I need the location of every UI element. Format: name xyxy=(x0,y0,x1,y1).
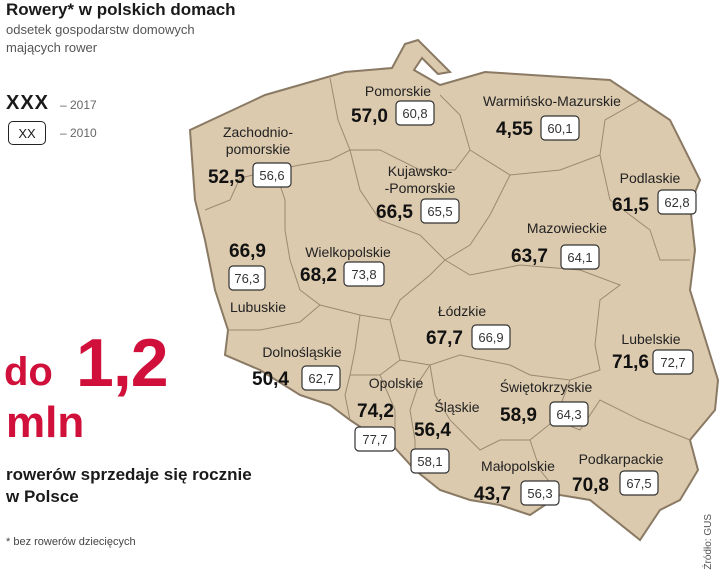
region-name-pomorskie: Pomorskie xyxy=(365,83,431,99)
region-value-2010-box-świętokrzyskie xyxy=(549,401,589,427)
region-value-2010-śląskie: 58,1 xyxy=(417,454,442,469)
region-value-2010-małopolskie: 56,3 xyxy=(527,486,552,501)
footnote: * bez rowerów dziecięcych xyxy=(6,536,136,548)
region-value-2017-zachodnio-pomorskie: 52,5 xyxy=(208,167,245,188)
region-value-2010-zachodnio-pomorskie: 56,6 xyxy=(259,168,284,183)
region-value-2010-warmińsko-mazurskie: 60,1 xyxy=(547,121,572,136)
region-value-2010-kujawsko-pomorskie: 65,5 xyxy=(427,204,452,219)
region-value-2010-opolskie: 77,7 xyxy=(362,432,387,447)
subtitle-line-2: mających rower xyxy=(6,40,98,55)
legend-2017-label: – 2017 xyxy=(60,98,97,112)
region-name-mazowieckie: Mazowieckie xyxy=(527,220,607,236)
region-value-2010-box-podlaskie xyxy=(657,189,697,215)
legend-2017-sample: XXX xyxy=(6,92,50,114)
highlight-number: 1,2 xyxy=(76,325,169,401)
region-value-2010-box-lubelskie xyxy=(652,349,694,375)
region-value-2017-małopolskie: 43,7 xyxy=(474,484,511,505)
region-name-kujawsko-pomorskie: Kujawsko- xyxy=(388,163,453,179)
region-value-2010-lubelskie: 72,7 xyxy=(660,355,685,370)
region-value-2010-box-małopolskie xyxy=(520,480,560,506)
region-value-2010-box-kujawsko-pomorskie xyxy=(420,198,460,224)
subtitle-line-1: odsetek gospodarstw domowych xyxy=(6,22,195,37)
region-value-2010-podkarpackie: 67,5 xyxy=(626,476,651,491)
region-value-2017-wielkopolskie: 68,2 xyxy=(300,265,337,286)
region-value-2017-warmińsko-mazurskie: 4,55 xyxy=(496,119,533,140)
region-value-2010-lubuskie: 76,3 xyxy=(234,271,259,286)
legend-2010-label: – 2010 xyxy=(60,126,97,140)
region-value-2010-box-łódzkie xyxy=(471,324,511,350)
highlight-text-line-2: w Polsce xyxy=(6,487,79,506)
region-value-2010-pomorskie: 60,8 xyxy=(402,106,427,121)
region-value-2017-kujawsko-pomorskie: 66,5 xyxy=(376,202,413,223)
region-value-2010-podlaskie: 62,8 xyxy=(664,195,689,210)
region-name-zachodnio-pomorskie: Zachodnio- xyxy=(223,124,293,140)
region-value-2010-box-pomorskie xyxy=(395,100,435,126)
region-value-2010-wielkopolskie: 73,8 xyxy=(351,267,376,282)
map-title: Rowery* w polskich domach xyxy=(6,0,236,19)
region-value-2010-box-lubuskie xyxy=(228,265,266,291)
region-value-2017-podlaskie: 61,5 xyxy=(612,195,649,216)
region-value-2010-box-zachodnio-pomorskie xyxy=(252,162,292,188)
region-value-2017-mazowieckie: 63,7 xyxy=(511,246,548,267)
region-value-2010-box-podkarpackie xyxy=(619,470,659,496)
region-name-śląskie: Śląskie xyxy=(434,398,479,415)
region-value-2010-box-dolnośląskie xyxy=(301,365,341,391)
region-value-2010-box-mazowieckie xyxy=(560,244,600,270)
region-value-2010-świętokrzyskie: 64,3 xyxy=(556,407,581,422)
region-value-2017-lubelskie: 71,6 xyxy=(612,352,649,373)
highlight-prefix: do xyxy=(4,350,53,394)
legend-2010-sample: XX xyxy=(8,121,46,145)
region-value-2010-mazowieckie: 64,1 xyxy=(567,250,592,265)
region-name-podlaskie: Podlaskie xyxy=(620,170,681,186)
source-credit: Źródło: GUS xyxy=(703,514,714,570)
region-name-lubelskie: Lubelskie xyxy=(621,331,680,347)
region-value-2010-dolnośląskie: 62,7 xyxy=(308,371,333,386)
region-value-2017-świętokrzyskie: 58,9 xyxy=(500,405,537,426)
region-name-podkarpackie: Podkarpackie xyxy=(579,451,664,467)
region-labels: Pomorskie 57,0 60,8 Warmińsko-Mazurskie 4,55… xyxy=(208,83,697,506)
region-value-2010-box-opolskie xyxy=(354,426,396,452)
region-name-opolskie: Opolskie xyxy=(369,375,424,391)
region-value-2010-box-warmińsko-mazurskie xyxy=(540,115,580,141)
region-name-dolnośląskie: Dolnośląskie xyxy=(262,344,342,360)
region-name-lubuskie: Lubuskie xyxy=(230,299,286,315)
region-name-wielkopolskie: Wielkopolskie xyxy=(305,244,391,260)
region-name-warmińsko-mazurskie: Warmińsko-Mazurskie xyxy=(483,93,621,109)
region-value-2017-śląskie: 56,4 xyxy=(414,420,451,441)
highlight-text-line-1: rowerów sprzedaje się rocznie xyxy=(6,465,252,484)
region-name-świętokrzyskie: Świętokrzyskie xyxy=(500,378,593,395)
region-value-2010-łódzkie: 66,9 xyxy=(478,330,503,345)
region-value-2017-łódzkie: 67,7 xyxy=(426,328,463,349)
region-value-2010-box-śląskie xyxy=(410,448,450,474)
region-name-małopolskie: Małopolskie xyxy=(481,458,555,474)
region-name-kujawsko-pomorskie: -Pomorskie xyxy=(385,180,456,196)
region-name-zachodnio-pomorskie: pomorskie xyxy=(226,141,291,157)
highlight-unit: mln xyxy=(6,398,85,447)
region-value-2017-pomorskie: 57,0 xyxy=(351,106,388,127)
region-value-2017-opolskie: 74,2 xyxy=(357,401,394,422)
region-borders xyxy=(204,77,691,496)
region-value-2017-dolnośląskie: 50,4 xyxy=(252,369,289,390)
region-value-2017-lubuskie: 66,9 xyxy=(229,241,266,262)
region-value-2010-box-wielkopolskie xyxy=(343,261,385,287)
region-name-łódzkie: Łódzkie xyxy=(438,303,486,319)
region-value-2017-podkarpackie: 70,8 xyxy=(572,475,609,496)
